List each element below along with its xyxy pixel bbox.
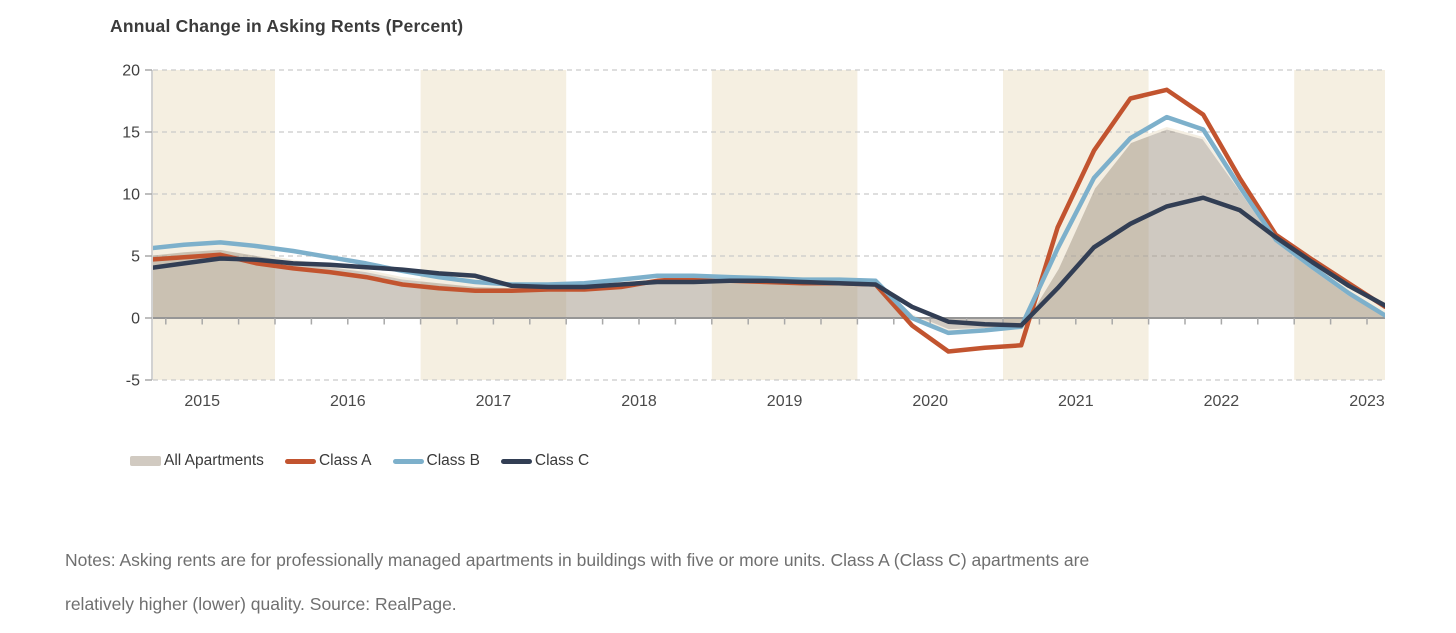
y-tick-label: 0 (131, 311, 140, 328)
y-tick-label: 20 (122, 63, 140, 80)
x-tick-label: 2023 (1349, 393, 1385, 410)
all-apartments-swatch-icon (130, 456, 161, 466)
legend-item-all-apartments: All Apartments (130, 452, 264, 470)
year-bands (153, 70, 1385, 380)
x-tick-label: 2016 (330, 393, 366, 410)
x-tick-label: 2022 (1204, 393, 1240, 410)
series-class-c-line (153, 195, 1385, 328)
y-tick-label: 15 (122, 125, 140, 142)
chart-title: Annual Change in Asking Rents (Percent) (110, 16, 464, 36)
x-axis-labels: 2015 2016 2017 2018 2019 2020 2021 2022 2023 (184, 393, 1384, 410)
legend-item-class-b: Class B (392, 452, 480, 470)
x-tick-label: 2021 (1058, 393, 1094, 410)
legend-item-class-c: Class C (500, 452, 590, 470)
legend-label: Class A (318, 452, 372, 469)
legend-label: Class B (426, 452, 480, 469)
legend-item-class-a: Class A (284, 452, 372, 470)
legend-label: All Apartments (164, 452, 264, 469)
y-tick-label: 5 (131, 249, 140, 266)
y-axis: 20 15 10 5 0 -5 (122, 63, 153, 390)
series-class-b-line (153, 114, 1385, 336)
x-tick-label: 2015 (184, 393, 220, 410)
x-tick-label: 2017 (476, 393, 512, 410)
x-tick-label: 2020 (912, 393, 948, 410)
y-tick-label: -5 (126, 373, 140, 390)
chart-notes: Notes: Asking rents are for professional… (65, 538, 1425, 626)
y-tick-label: 10 (122, 187, 140, 204)
x-tick-label: 2018 (621, 393, 657, 410)
notes-line-1: Notes: Asking rents are for professional… (65, 550, 1090, 570)
class-c-swatch-icon (500, 458, 532, 464)
x-tick-label: 2019 (767, 393, 803, 410)
notes-line-2: relatively higher (lower) quality. Sourc… (65, 594, 457, 614)
legend-label: Class C (534, 452, 590, 469)
zero-axis (153, 317, 1385, 325)
chart-legend: All Apartments Class A Class B Class C (130, 452, 589, 470)
class-a-swatch-icon (284, 458, 316, 464)
class-b-swatch-icon (392, 458, 424, 464)
